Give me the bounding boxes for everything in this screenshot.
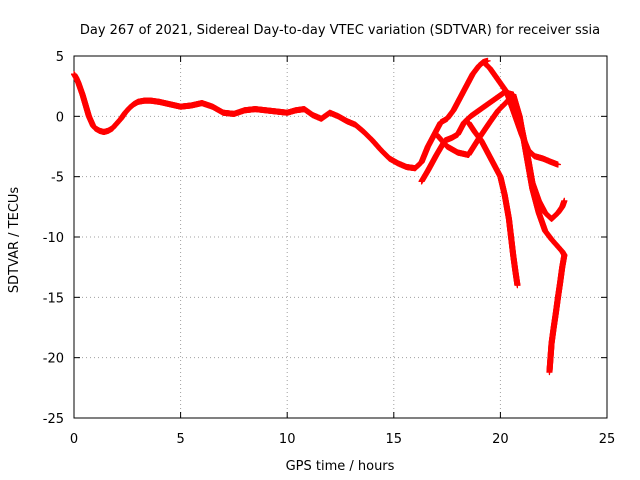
- axis-ticks: [73, 55, 608, 419]
- y-tick-label: 5: [56, 50, 64, 65]
- x-tick-labels: 0 5 10 15 20 25: [70, 432, 615, 447]
- x-tick-label: 15: [386, 432, 403, 447]
- x-tick-label: 20: [492, 432, 509, 447]
- x-tick-label: 0: [70, 432, 78, 447]
- x-tick-label: 5: [176, 432, 184, 447]
- grid-lines: [74, 56, 607, 418]
- series-trace: [71, 57, 491, 172]
- y-tick-label: -15: [43, 291, 64, 306]
- x-tick-label: 10: [279, 432, 296, 447]
- y-tick-label: -10: [43, 231, 64, 246]
- y-tick-labels: -25 -20 -15 -10 -5 0 5: [43, 50, 64, 427]
- plot-frame: [73, 55, 608, 419]
- x-axis-label: GPS time / hours: [286, 459, 395, 474]
- chart-title: Day 267 of 2021, Sidereal Day-to-day VTE…: [80, 23, 600, 38]
- series-trace: [546, 252, 568, 376]
- y-tick-label: 0: [56, 110, 64, 125]
- x-tick-label: 25: [599, 432, 616, 447]
- series-trace: [418, 89, 568, 222]
- y-tick-label: -25: [43, 412, 64, 427]
- y-axis-label: SDTVAR / TECUs: [7, 187, 22, 294]
- data-points: [71, 57, 568, 376]
- y-tick-label: -20: [43, 352, 64, 367]
- y-tick-label: -5: [51, 171, 64, 186]
